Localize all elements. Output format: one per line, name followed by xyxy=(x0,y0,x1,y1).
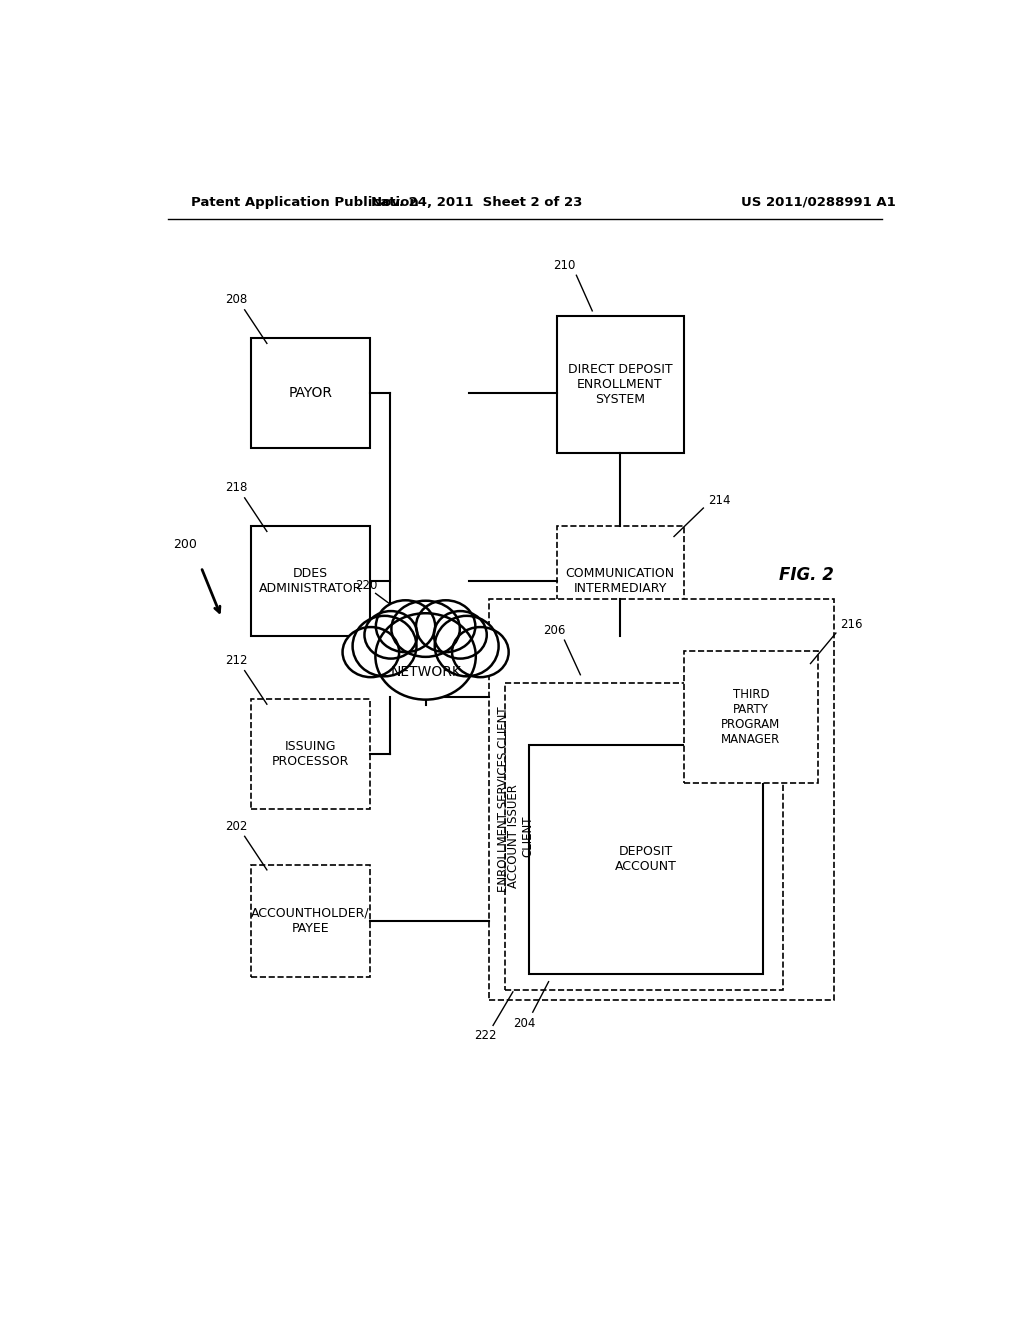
Text: ACCOUNT ISSUER
CLIENT: ACCOUNT ISSUER CLIENT xyxy=(507,784,535,888)
FancyBboxPatch shape xyxy=(251,700,370,809)
Ellipse shape xyxy=(352,616,417,676)
FancyBboxPatch shape xyxy=(684,651,818,784)
FancyBboxPatch shape xyxy=(489,598,835,1001)
Ellipse shape xyxy=(391,601,460,657)
Text: Nov. 24, 2011  Sheet 2 of 23: Nov. 24, 2011 Sheet 2 of 23 xyxy=(372,195,583,209)
Text: 204: 204 xyxy=(514,1016,536,1030)
FancyBboxPatch shape xyxy=(528,744,763,974)
Ellipse shape xyxy=(452,627,509,677)
Text: 208: 208 xyxy=(225,293,248,306)
Text: DEPOSIT
ACCOUNT: DEPOSIT ACCOUNT xyxy=(614,845,677,874)
Text: 212: 212 xyxy=(225,653,248,667)
Text: 206: 206 xyxy=(543,623,565,636)
Ellipse shape xyxy=(376,601,435,652)
Text: Patent Application Publication: Patent Application Publication xyxy=(191,195,419,209)
Text: ISSUING
PROCESSOR: ISSUING PROCESSOR xyxy=(271,741,349,768)
Ellipse shape xyxy=(435,616,499,676)
FancyBboxPatch shape xyxy=(251,338,370,447)
Text: 200: 200 xyxy=(173,539,197,552)
FancyBboxPatch shape xyxy=(505,682,782,990)
Text: 202: 202 xyxy=(225,820,248,833)
FancyBboxPatch shape xyxy=(251,865,370,977)
FancyBboxPatch shape xyxy=(557,527,684,636)
FancyBboxPatch shape xyxy=(557,315,684,453)
Text: DDES
ADMINISTRATOR: DDES ADMINISTRATOR xyxy=(259,568,362,595)
Ellipse shape xyxy=(343,627,399,677)
Text: 214: 214 xyxy=(708,495,730,507)
Text: FIG. 2: FIG. 2 xyxy=(779,566,834,585)
Text: COMMUNICATION
INTERMEDIARY: COMMUNICATION INTERMEDIARY xyxy=(565,568,675,595)
Text: 220: 220 xyxy=(355,578,377,591)
Text: US 2011/0288991 A1: US 2011/0288991 A1 xyxy=(741,195,896,209)
Text: THIRD
PARTY
PROGRAM
MANAGER: THIRD PARTY PROGRAM MANAGER xyxy=(721,689,780,746)
Text: ACCOUNTHOLDER/
PAYEE: ACCOUNTHOLDER/ PAYEE xyxy=(251,907,370,935)
Ellipse shape xyxy=(365,611,418,659)
Ellipse shape xyxy=(376,614,476,700)
Text: 222: 222 xyxy=(474,1030,497,1041)
Ellipse shape xyxy=(434,611,486,659)
Text: DIRECT DEPOSIT
ENROLLMENT
SYSTEM: DIRECT DEPOSIT ENROLLMENT SYSTEM xyxy=(567,363,673,407)
Text: 210: 210 xyxy=(553,259,575,272)
FancyBboxPatch shape xyxy=(251,527,370,636)
Text: PAYOR: PAYOR xyxy=(289,387,333,400)
Text: 216: 216 xyxy=(841,619,863,631)
Text: NETWORK: NETWORK xyxy=(390,665,461,678)
Text: 218: 218 xyxy=(225,482,248,494)
Text: ENROLLMENT SERVICES CLIENT: ENROLLMENT SERVICES CLIENT xyxy=(497,706,510,892)
Ellipse shape xyxy=(416,601,475,652)
